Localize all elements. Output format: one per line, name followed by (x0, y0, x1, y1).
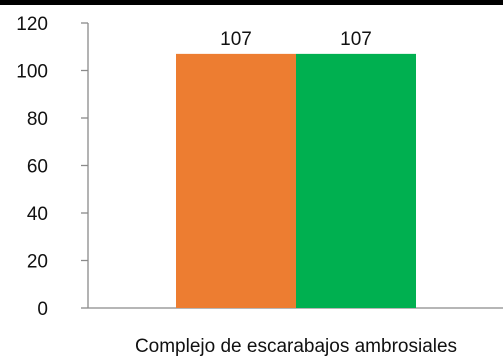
category-label-group: Complejo de escarabajos ambrosiales (135, 336, 457, 357)
y-tick-label: 40 (27, 204, 48, 225)
y-tick-label: 20 (27, 252, 48, 273)
data-label-group: 107 107 (220, 29, 372, 50)
y-tick-label: 100 (16, 62, 48, 83)
bar-data-label: 107 (220, 29, 252, 50)
top-border (0, 0, 503, 5)
y-tick-label: 80 (27, 109, 48, 130)
x-category-label: Complejo de escarabajos ambrosiales (135, 336, 457, 357)
bar-data-label: 107 (340, 29, 372, 50)
y-tick-label: 0 (37, 299, 48, 320)
bar-series-1 (176, 53, 296, 308)
y-tick-label: 120 (16, 14, 48, 35)
y-tick-label: 60 (27, 157, 48, 178)
y-tick-group: 0 20 40 60 80 100 120 (16, 14, 88, 320)
bar-series-2 (296, 53, 416, 308)
bar-group (176, 53, 416, 308)
